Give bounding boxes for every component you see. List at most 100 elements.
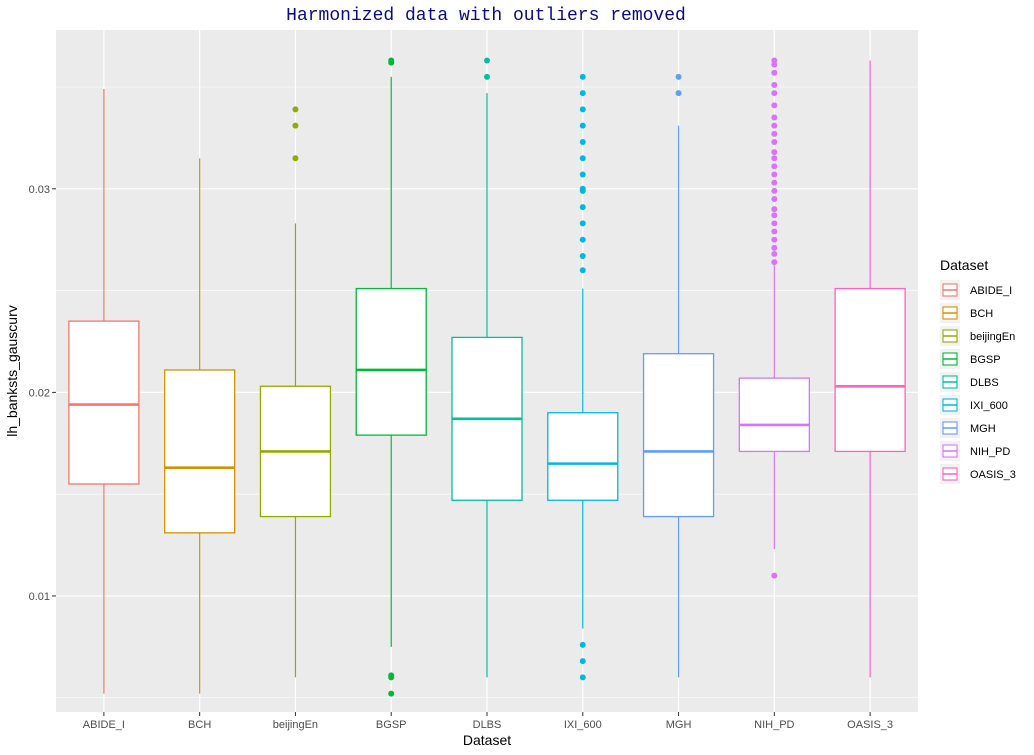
box-abide-i (68, 89, 140, 694)
legend-item-bgsp: BGSP (940, 349, 1001, 369)
outlier-point (579, 252, 586, 259)
outlier-point (579, 73, 586, 80)
box-iqr (834, 287, 906, 453)
outlier-point (579, 674, 586, 681)
outlier-point (579, 138, 586, 145)
x-tick-label: ABIDE_I (83, 719, 125, 731)
box-bch (164, 158, 236, 694)
outlier-point (771, 69, 778, 76)
outlier-point (579, 185, 586, 192)
legend-item-oasis-3: OASIS_3 (940, 464, 1016, 484)
box-iqr (164, 369, 236, 534)
legend-label: ABIDE_I (970, 285, 1012, 297)
outlier-point (771, 155, 778, 162)
legend-label: OASIS_3 (970, 469, 1016, 481)
legend-label: NIH_PD (970, 446, 1010, 458)
legend-label: DLBS (970, 377, 999, 389)
x-tick-label: DLBS (473, 719, 502, 731)
outlier-point (771, 236, 778, 243)
legend-item-abide-i: ABIDE_I (940, 280, 1012, 300)
outlier-point (579, 106, 586, 113)
y-tick-label: 0.03 (29, 184, 50, 196)
y-tick-label: 0.01 (29, 591, 50, 603)
outlier-point (388, 690, 395, 697)
outlier-point (771, 250, 778, 257)
outlier-point (771, 57, 778, 64)
outlier-point (771, 114, 778, 121)
outlier-point (292, 122, 299, 129)
outlier-point (771, 259, 778, 266)
outlier-point (771, 187, 778, 194)
outlier-point (579, 90, 586, 97)
x-tick-label: MGH (666, 719, 692, 731)
box-ixi-600 (547, 73, 619, 681)
outlier-point (579, 641, 586, 648)
y-tick-label: 0.02 (29, 387, 50, 399)
outlier-point (292, 155, 299, 162)
outlier-point (771, 572, 778, 579)
outlier-point (579, 267, 586, 274)
legend-label: beijingEn (970, 331, 1015, 343)
legend-item-ixi-600: IXI_600 (940, 395, 1008, 415)
legend: Dataset ABIDE_I BCH beijingEn BGSP DLBS IXI_6… (940, 257, 1016, 484)
box-mgh (642, 73, 715, 678)
legend-label: BCH (970, 308, 993, 320)
x-tick-label: OASIS_3 (847, 719, 893, 731)
legend-item-beijingen: beijingEn (940, 326, 1015, 346)
outlier-point (579, 122, 586, 129)
outlier-point (771, 220, 778, 227)
outlier-point (771, 163, 778, 170)
box-dlbs (451, 57, 523, 678)
box-series (68, 57, 906, 697)
legend-label: IXI_600 (970, 400, 1008, 412)
outlier-point (579, 155, 586, 162)
x-tick-label: NIH_PD (754, 719, 794, 731)
outlier-point (771, 81, 778, 88)
box-iqr (547, 412, 619, 501)
legend-title: Dataset (940, 257, 988, 273)
outlier-point (771, 90, 778, 97)
outlier-point (771, 130, 778, 137)
x-tick-label: beijingEn (273, 719, 318, 731)
box-iqr (642, 353, 715, 518)
legend-item-dlbs: DLBS (940, 372, 999, 392)
outlier-point (579, 220, 586, 227)
outlier-point (771, 195, 778, 202)
outlier-point (771, 171, 778, 178)
outlier-point (771, 179, 778, 186)
outlier-point (292, 106, 299, 113)
outlier-point (484, 73, 490, 80)
chart-title: Harmonized data with outliers removed (286, 6, 686, 26)
outlier-point (388, 57, 395, 64)
y-axis-title: lh_banksts_gauscurv (4, 305, 20, 437)
x-axis-title: Dataset (463, 732, 511, 748)
outlier-point (675, 90, 682, 97)
legend-label: MGH (970, 423, 996, 435)
legend-item-mgh: MGH (940, 418, 996, 438)
box-nih-pd (738, 57, 810, 579)
outlier-point (579, 204, 586, 211)
outlier-point (388, 672, 395, 679)
outlier-point (579, 236, 586, 243)
outlier-point (675, 73, 682, 80)
outlier-point (771, 138, 778, 145)
box-iqr (355, 287, 427, 436)
box-beijingen (259, 106, 332, 678)
outlier-point (771, 244, 778, 251)
outlier-point (771, 122, 778, 129)
box-iqr (738, 377, 810, 453)
box-bgsp (355, 57, 427, 697)
y-axis: 0.01 0.02 0.03 (29, 184, 56, 603)
outlier-point (771, 228, 778, 235)
outlier-point (771, 102, 778, 109)
x-tick-label: BGSP (376, 719, 407, 731)
x-tick-label: BCH (188, 719, 211, 731)
outlier-point (771, 149, 778, 156)
legend-item-bch: BCH (940, 303, 993, 323)
x-tick-label: IXI_600 (564, 719, 602, 731)
outlier-point (579, 171, 586, 178)
box-iqr (68, 320, 140, 485)
outlier-point (771, 212, 778, 219)
outlier-point (771, 206, 778, 213)
